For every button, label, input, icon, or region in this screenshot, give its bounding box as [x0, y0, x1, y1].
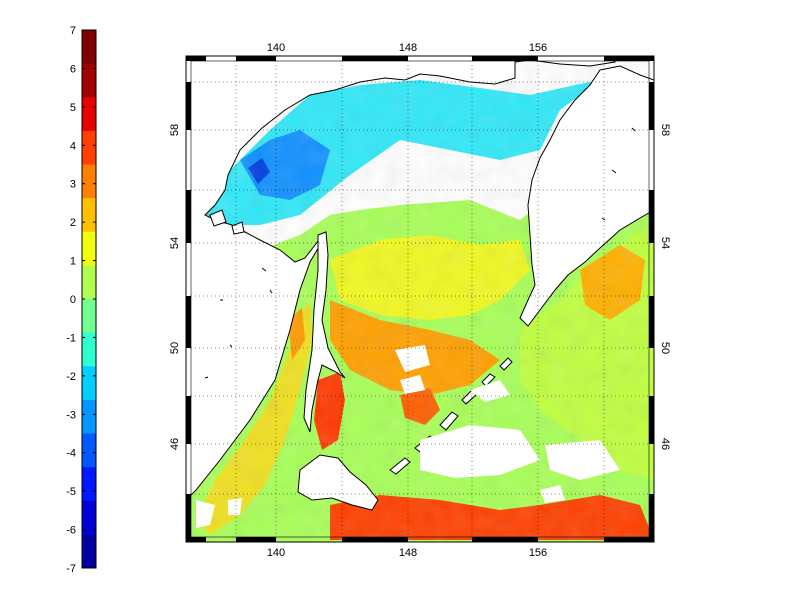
latitude-labels-right: 58 54 50 46	[659, 124, 671, 450]
colorbar: 7 6 5 4 3 2 1 0 -1 -2 -3 -4 -5 -6 -7	[66, 25, 97, 575]
colorbar-label: -2	[66, 371, 76, 383]
colorbar-swatch	[82, 30, 96, 65]
colorbar-label: -5	[66, 486, 76, 498]
land-asia	[186, 56, 616, 501]
map-gridlines	[191, 61, 649, 537]
latitude-label: 54	[169, 237, 181, 249]
frame-bar-segment	[342, 56, 408, 61]
latitude-label: 50	[169, 342, 181, 354]
longitude-label: 140	[267, 42, 285, 54]
colorbar-label: -7	[66, 563, 76, 575]
colorbar-label: 7	[70, 25, 76, 37]
colorbar-label: 3	[70, 179, 76, 191]
latitude-label: 54	[659, 237, 671, 249]
frame-bar-segment	[186, 82, 191, 130]
frame-bar-segment	[649, 396, 654, 444]
colorbar-label: -1	[66, 332, 76, 344]
frame-bar-segment	[236, 56, 276, 61]
colorbar-swatch	[82, 500, 96, 535]
latitude-label: 46	[169, 438, 181, 450]
colorbar-swatch	[82, 534, 96, 569]
frame-bar-segment	[649, 494, 654, 542]
colorbar-label: 2	[70, 217, 76, 229]
frame-bar-segment	[604, 537, 654, 542]
longitude-labels-bottom: 140 148 156	[267, 547, 547, 559]
land-sakhalin	[303, 231, 346, 433]
latitude-label: 58	[659, 124, 671, 136]
colorbar-swatch	[82, 63, 96, 98]
longitude-label: 140	[267, 547, 285, 559]
map-area	[186, 56, 654, 542]
coast-dots	[204, 127, 636, 379]
colorbar-label: 6	[70, 63, 76, 75]
longitude-labels-top: 140 148 156	[267, 42, 547, 54]
frame-bar-segment	[472, 56, 538, 61]
colorbar-swatch	[82, 399, 96, 434]
latitude-label: 58	[169, 124, 181, 136]
latitude-labels-left: 58 54 50 46	[169, 124, 181, 450]
frame-bar-segment	[186, 396, 191, 444]
map-frame-bars	[186, 56, 654, 542]
colorbar-swatch	[82, 265, 96, 300]
frame-bar-segment	[186, 190, 191, 243]
frame-bar-segment	[649, 190, 654, 243]
colorbar-swatch	[82, 130, 96, 165]
colorbar-label: 0	[70, 294, 76, 306]
colorbar-swatch	[82, 366, 96, 401]
latitude-label: 50	[659, 342, 671, 354]
frame-bar-segment	[186, 56, 206, 61]
longitude-label: 148	[399, 547, 417, 559]
data-gaps	[196, 345, 620, 528]
colorbar-label: -4	[66, 448, 76, 460]
colorbar-label: 1	[70, 256, 76, 268]
colorbar-swatch	[82, 164, 96, 199]
colorbar-swatch	[82, 231, 96, 266]
frame-bar-segment	[472, 537, 538, 542]
frame-bar-segment	[186, 296, 191, 348]
colorbar-swatch	[82, 97, 96, 132]
colorbar-swatch	[82, 467, 96, 502]
colorbar-swatch	[82, 332, 96, 367]
frame-bar-segment	[236, 537, 276, 542]
colorbar-swatch	[82, 299, 96, 334]
frame-bar-segment	[649, 82, 654, 130]
colorbar-label: 4	[70, 140, 76, 152]
frame-bar-segment	[649, 296, 654, 348]
latitude-label: 46	[659, 438, 671, 450]
colorbar-swatch	[82, 198, 96, 233]
shantar-islands	[209, 209, 245, 235]
land-hokkaido	[297, 454, 379, 511]
frame-bar-segment	[604, 56, 654, 61]
colorbar-label: -6	[66, 525, 76, 537]
frame-bar-segment	[342, 537, 408, 542]
frame-bar-segment	[186, 494, 191, 542]
longitude-label: 148	[399, 42, 417, 54]
longitude-label: 156	[529, 42, 547, 54]
colorbar-swatch	[82, 433, 96, 468]
colorbar-label: -3	[66, 409, 76, 421]
colorbar-label: 5	[70, 102, 76, 114]
longitude-label: 156	[529, 547, 547, 559]
frame-bar-segment	[186, 537, 206, 542]
